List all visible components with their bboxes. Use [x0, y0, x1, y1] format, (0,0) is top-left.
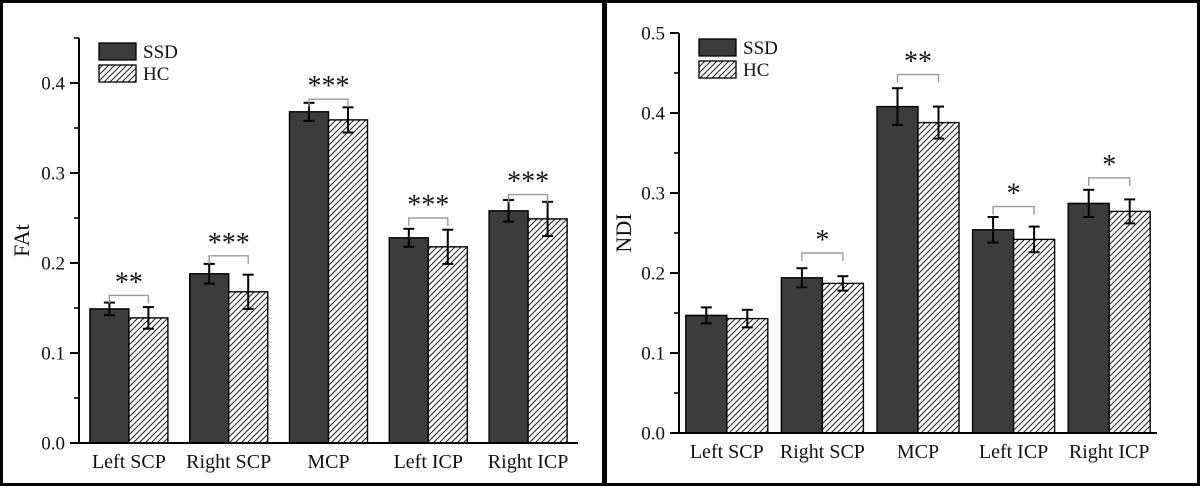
y-tick-label-3: 0.3: [41, 164, 65, 185]
error-bar-ssd-1: [796, 267, 808, 289]
legend-swatch-ssd: [698, 38, 737, 57]
bar-ssd-0: [685, 314, 728, 434]
y-tick-label-0: 0.0: [41, 434, 65, 455]
error-bar-ssd-2: [892, 87, 903, 126]
x-tick-label-1: Right SCP: [780, 441, 865, 463]
legend-swatch-hc: [98, 64, 137, 83]
sig-bracket-1: [208, 255, 249, 264]
y-tick-label-5: 0.5: [641, 24, 665, 45]
y-tick-label-4: 0.4: [641, 104, 665, 125]
sig-bracket-2: [896, 73, 940, 83]
x-tick-label-2: MCP: [897, 441, 939, 463]
bar-hc-4: [1108, 210, 1151, 434]
x-tick-label-2: MCP: [307, 451, 349, 473]
error-bar-hc-0: [142, 306, 154, 330]
sig-label-1: *: [815, 225, 829, 256]
sig-label-0: **: [115, 267, 143, 298]
sig-label-4: ***: [507, 167, 549, 198]
legend-swatch-ssd: [98, 42, 137, 61]
x-tick-label-4: Right ICP: [1069, 441, 1150, 463]
error-bar-hc-2: [933, 105, 944, 140]
error-bar-hc-3: [1028, 225, 1040, 254]
x-tick-label-3: Left ICP: [979, 441, 1048, 463]
y-tick-label-2: 0.2: [641, 264, 665, 285]
sig-label-1: ***: [208, 228, 250, 259]
error-bar-ssd-3: [987, 216, 999, 244]
error-bar-ssd-3: [403, 227, 415, 248]
legend-label-hc: HC: [743, 60, 769, 81]
legend-swatch-hc: [698, 60, 737, 79]
bar-ssd-1: [188, 273, 230, 444]
axes: [78, 38, 578, 444]
error-bar-ssd-0: [700, 306, 712, 325]
bar-ssd-0: [89, 308, 130, 444]
bar-hc-3: [427, 246, 468, 444]
bar-ssd-4: [1067, 202, 1110, 434]
sig-bracket-3: [992, 205, 1035, 215]
x-tick-label-0: Left SCP: [92, 451, 166, 473]
fat-bar-chart: Left SCP ** Right SCP *** MCP *** Left ICP *** R…: [9, 37, 578, 473]
bar-hc-0: [726, 317, 769, 434]
sig-label-3: *: [1007, 179, 1021, 210]
x-tick-label-4: Right ICP: [488, 451, 569, 473]
chart-panel-ndi: Left SCP Right SCP * MCP ** Left ICP * Right IC…: [607, 3, 1197, 488]
legend-label-ssd: SSD: [143, 42, 178, 63]
y-tick-label-0: 0.0: [641, 424, 665, 445]
sig-label-3: ***: [407, 190, 449, 221]
bar-ssd-2: [876, 105, 919, 434]
error-bar-ssd-4: [1083, 188, 1095, 218]
y-tick-label-3: 0.3: [641, 184, 665, 205]
sig-label-2: **: [904, 47, 932, 78]
sig-bracket-0: [108, 294, 150, 304]
sig-bracket-2: [308, 98, 349, 108]
legend-label-ssd: SSD: [743, 38, 778, 59]
x-tick-label-0: Left SCP: [690, 441, 764, 463]
bar-ssd-1: [780, 277, 824, 434]
bar-hc-1: [821, 282, 865, 434]
error-bar-hc-3: [442, 228, 454, 265]
bar-ssd-3: [388, 237, 429, 444]
error-bar-hc-1: [242, 273, 254, 310]
bar-ssd-4: [488, 210, 529, 444]
panel-divider: [602, 3, 607, 483]
sig-bracket-3: [408, 217, 449, 226]
error-bar-hc-4: [1124, 198, 1136, 225]
y-tick-label-4: 0.4: [41, 74, 65, 95]
error-bar-hc-2: [342, 106, 354, 134]
y-tick-label-1: 0.1: [41, 344, 65, 365]
legend-label-hc: HC: [143, 64, 169, 85]
bar-ssd-3: [971, 229, 1015, 434]
bar-hc-3: [1012, 238, 1056, 434]
sig-bracket-4: [507, 193, 549, 203]
y-tick-label-1: 0.1: [641, 344, 665, 365]
sig-bracket-1: [801, 252, 844, 261]
sig-bracket-4: [1088, 177, 1131, 186]
bar-hc-2: [327, 119, 369, 444]
bar-ssd-2: [288, 111, 330, 444]
y-axis-title: NDI: [611, 213, 636, 252]
x-tick-label-1: Right SCP: [186, 451, 271, 473]
bar-hc-2: [917, 121, 960, 434]
sig-label-2: ***: [308, 71, 350, 102]
error-bar-hc-0: [741, 308, 753, 329]
error-bar-hc-1: [837, 275, 849, 292]
ndi-bar-chart: Left SCP Right SCP * MCP ** Left ICP * Right IC…: [611, 24, 1157, 463]
bar-hc-0: [128, 317, 169, 444]
x-tick-label-3: Left ICP: [394, 451, 463, 473]
sig-label-4: *: [1102, 150, 1116, 181]
y-tick-label-2: 0.2: [41, 254, 65, 275]
y-axis-title: FAt: [9, 224, 34, 257]
error-bar-ssd-1: [203, 262, 215, 285]
bar-hc-4: [527, 218, 568, 444]
bar-hc-1: [227, 291, 269, 444]
chart-panel-fat: Left SCP ** Right SCP *** MCP *** Left ICP *** R…: [3, 3, 602, 488]
